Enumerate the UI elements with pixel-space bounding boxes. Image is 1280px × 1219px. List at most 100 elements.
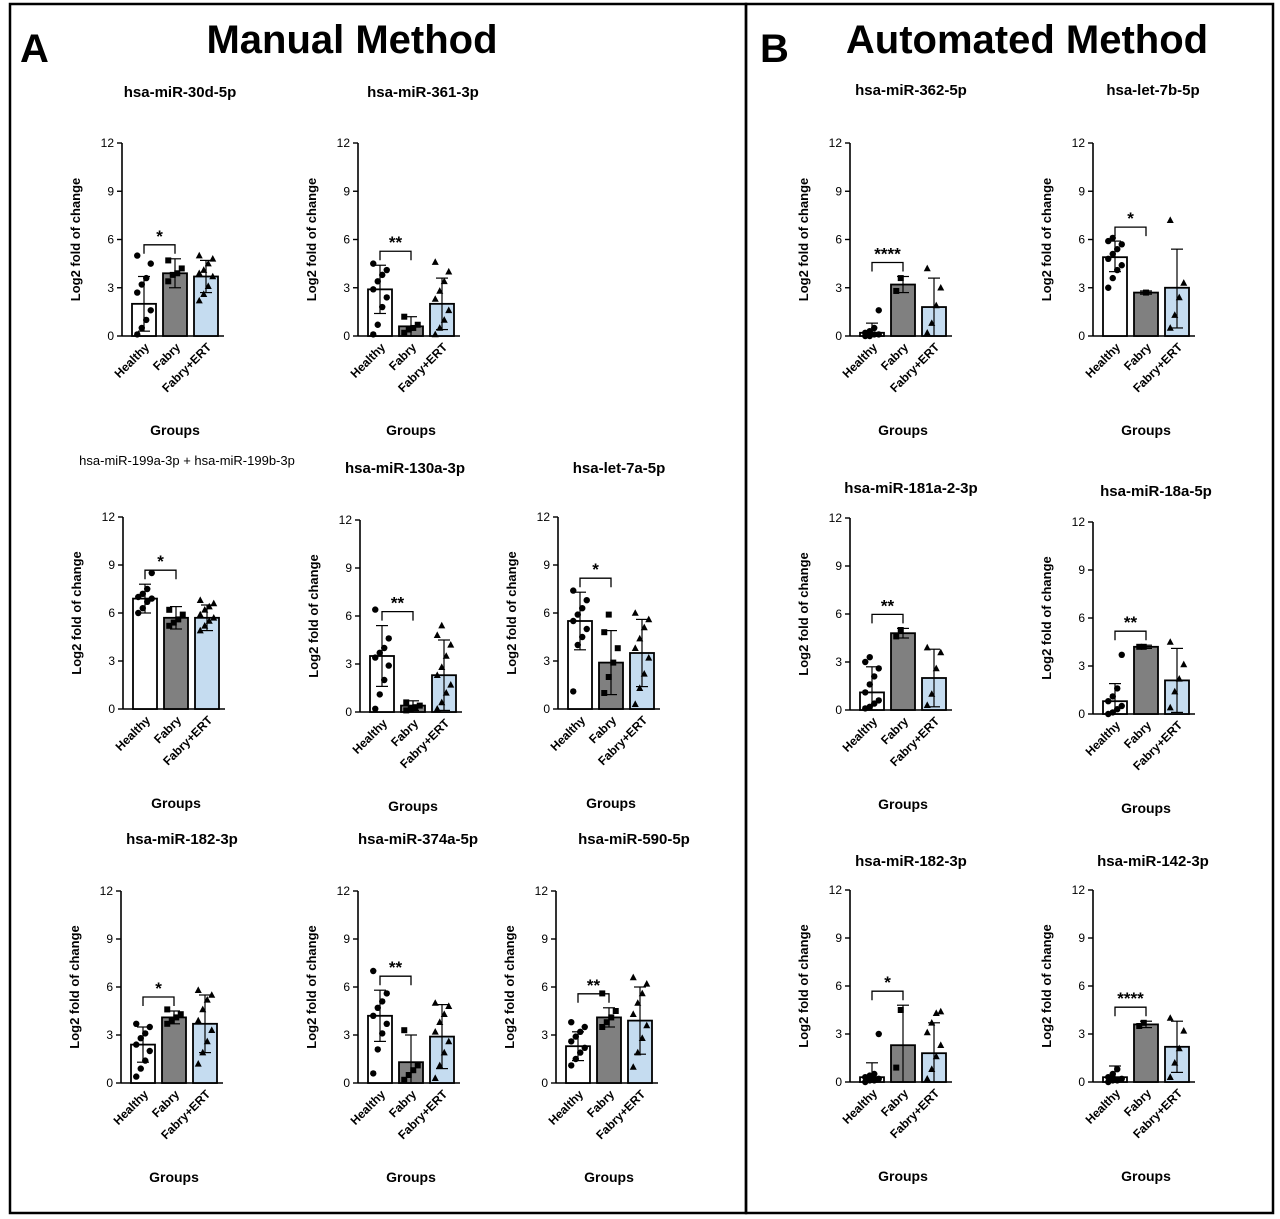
data-point: [928, 690, 936, 697]
data-point: [897, 1007, 904, 1013]
data-point: [379, 998, 386, 1005]
y-tick-label: 3: [343, 1028, 350, 1042]
data-point: [433, 631, 441, 638]
data-point: [379, 271, 386, 279]
data-point: [1143, 289, 1149, 296]
data-point: [923, 1075, 931, 1082]
chart-7: hsa-miR-374a-5p 0 3 6 9 12 Log2 fold of change…: [304, 831, 478, 1185]
chart-title: hsa-miR-142-3p: [1097, 853, 1209, 870]
data-point: [194, 1060, 202, 1067]
data-point: [634, 1048, 642, 1056]
data-point: [445, 306, 453, 314]
data-point: [866, 327, 873, 335]
data-point: [133, 1073, 140, 1080]
data-point: [923, 264, 931, 272]
y-tick-label: 6: [106, 980, 113, 994]
chart-1: hsa-miR-30d-5p 0 3 6 9 12 Log2 fold of change H…: [68, 84, 236, 438]
data-point: [414, 1062, 421, 1069]
data-point: [1118, 262, 1125, 269]
chart-5: hsa-let-7a-5p 0 3 6 9 12 Log2 fold of change He…: [504, 460, 665, 811]
data-point: [143, 274, 150, 282]
data-point: [928, 319, 936, 326]
data-point: [445, 267, 453, 275]
data-point: [372, 654, 379, 661]
data-point: [631, 609, 639, 616]
data-point: [401, 1076, 408, 1083]
significance-label: *: [884, 973, 891, 992]
data-point: [178, 265, 185, 272]
data-point: [376, 691, 383, 698]
y-tick-label: 3: [543, 654, 550, 668]
data-point: [937, 1041, 945, 1048]
data-point: [1109, 709, 1116, 716]
x-axis-label: Groups: [586, 795, 636, 811]
bar-fabry: [890, 632, 916, 711]
bar-healthy: [1102, 256, 1128, 337]
data-point: [875, 307, 882, 314]
data-point: [629, 973, 637, 981]
y-tick-label: 12: [535, 884, 549, 898]
data-point: [923, 643, 931, 651]
data-point: [138, 281, 145, 288]
data-point: [871, 331, 878, 338]
data-point: [133, 1041, 140, 1048]
data-point: [871, 1070, 878, 1078]
chart-title: hsa-miR-199a-3p + hsa-miR-199b-3p: [79, 453, 295, 468]
x-tick-label: Healthy: [840, 340, 881, 381]
y-tick-label: 0: [1078, 707, 1085, 721]
data-point: [1114, 1066, 1121, 1073]
data-point: [148, 569, 155, 577]
data-point: [1109, 250, 1116, 258]
data-point: [385, 635, 392, 642]
y-tick-label: 3: [835, 655, 842, 669]
x-tick-label: Healthy: [840, 1086, 881, 1127]
y-tick-label: 9: [106, 932, 113, 946]
x-axis-label: Groups: [878, 1168, 928, 1184]
y-tick-label: 3: [106, 1028, 113, 1042]
data-point: [1140, 1019, 1147, 1026]
y-axis-label: Log2 fold of change: [1039, 556, 1054, 680]
y-tick-label: 3: [1078, 659, 1085, 673]
data-point: [209, 255, 217, 262]
significance-bracket: [579, 577, 612, 588]
y-tick-label: 9: [1078, 563, 1085, 577]
data-point: [862, 658, 869, 666]
y-axis-label: Log2 fold of change: [67, 925, 82, 1049]
x-tick-label: Healthy: [350, 716, 391, 757]
y-tick-label: 0: [106, 1076, 113, 1090]
data-point: [137, 1065, 144, 1072]
data-point: [436, 287, 444, 294]
data-point: [201, 622, 209, 629]
data-point: [1136, 643, 1143, 650]
data-point: [177, 1011, 184, 1018]
data-point: [1114, 245, 1121, 253]
data-point: [379, 1030, 386, 1037]
data-point: [370, 260, 377, 267]
data-point: [200, 290, 208, 297]
chart-2: hsa-miR-361-3p 0 3 6 9 12 Log2 fold of change H…: [304, 84, 479, 438]
data-point: [570, 688, 577, 695]
data-point: [605, 674, 612, 680]
y-tick-label: 0: [541, 1076, 548, 1090]
data-point: [372, 705, 379, 712]
data-point: [210, 599, 218, 607]
data-point: [1166, 638, 1174, 645]
data-point: [937, 283, 945, 291]
data-point: [1166, 216, 1174, 223]
y-tick-label: 0: [543, 702, 550, 716]
panel-a-letter: A: [20, 27, 49, 71]
chart-title: hsa-miR-181a-2-3p: [844, 480, 977, 497]
y-tick-label: 3: [1078, 281, 1085, 295]
significance-label: *: [1127, 209, 1134, 228]
y-tick-label: 12: [829, 883, 843, 897]
charts-layer: hsa-miR-30d-5p 0 3 6 9 12 Log2 fold of change H…: [67, 82, 1212, 1185]
y-tick-label: 12: [1072, 883, 1086, 897]
chart-title: hsa-let-7b-5p: [1106, 82, 1199, 99]
data-point: [568, 1038, 575, 1045]
data-point: [166, 606, 173, 613]
y-tick-label: 9: [1078, 931, 1085, 945]
chart-title: hsa-miR-361-3p: [367, 84, 479, 101]
data-point: [1140, 643, 1147, 650]
significance-label: **: [1124, 613, 1138, 632]
